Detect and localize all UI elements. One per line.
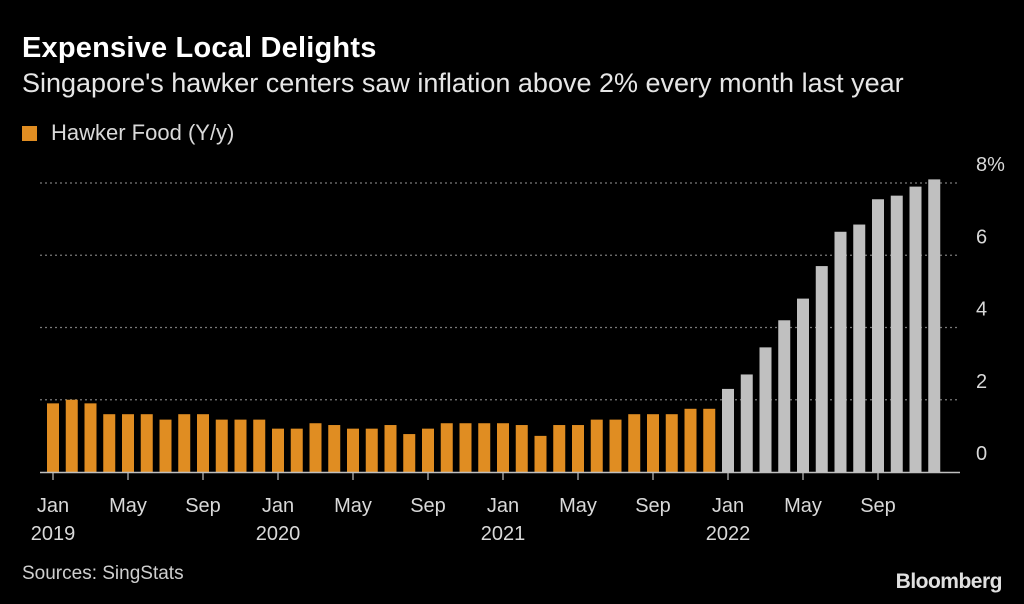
x-tick-label: May	[784, 495, 822, 517]
x-tick-label: Jan	[37, 495, 69, 517]
source-note: Sources: SingStats	[22, 563, 184, 584]
legend-swatch	[22, 125, 37, 141]
legend: Hawker Food (Y/y)	[22, 120, 234, 146]
bar	[609, 419, 622, 472]
bar	[759, 347, 772, 472]
x-tick-year-label: 2021	[481, 523, 526, 545]
bar	[459, 423, 472, 472]
bar	[84, 403, 97, 472]
bar	[159, 419, 172, 472]
bar	[309, 423, 322, 472]
bar	[797, 298, 809, 472]
bar	[440, 423, 453, 472]
legend-label: Hawker Food (Y/y)	[51, 120, 235, 145]
x-tick-year-label: 2022	[706, 523, 751, 545]
bar	[890, 195, 903, 473]
bar	[928, 179, 941, 472]
bar	[403, 434, 416, 472]
bar	[197, 414, 209, 472]
bar	[628, 414, 641, 472]
x-tick-label: Sep	[635, 495, 671, 517]
bar	[647, 414, 659, 472]
bar	[478, 423, 491, 472]
bar	[384, 425, 397, 472]
x-tick-label: May	[559, 495, 597, 517]
y-tick-label: 0	[976, 443, 987, 465]
chart-title: Expensive Local Delights	[22, 32, 377, 64]
bar	[703, 408, 716, 472]
bar	[65, 399, 78, 472]
bar	[740, 374, 753, 472]
bar	[722, 388, 734, 472]
bar	[103, 414, 116, 472]
bar	[684, 408, 697, 472]
x-tick-label: Jan	[487, 495, 519, 517]
bar	[853, 224, 866, 472]
bar	[47, 403, 59, 472]
bar	[872, 199, 884, 472]
bar	[497, 423, 509, 472]
bar	[140, 414, 153, 472]
bar	[909, 186, 922, 473]
bar	[553, 425, 566, 472]
bar	[365, 428, 378, 472]
bar	[834, 231, 847, 472]
bar	[572, 425, 584, 472]
chart-subtitle: Singapore's hawker centers saw inflation…	[22, 68, 904, 98]
y-tick-label: 4	[976, 299, 987, 321]
bar	[122, 414, 134, 472]
bar	[665, 414, 678, 472]
y-tick-label: 8%	[976, 154, 1005, 176]
x-tick-label: May	[109, 495, 147, 517]
x-tick-year-label: 2020	[256, 523, 301, 545]
x-tick-label: Sep	[860, 495, 896, 517]
bar	[590, 419, 603, 472]
x-tick-year-label: 2019	[31, 523, 76, 545]
x-tick-label: Jan	[712, 495, 744, 517]
bar	[815, 266, 828, 472]
y-tick-label: 2	[976, 371, 987, 393]
bar	[422, 428, 434, 472]
bar	[253, 419, 266, 472]
x-tick-label: Jan	[262, 495, 294, 517]
bar	[215, 419, 228, 472]
x-tick-label: Sep	[410, 495, 446, 517]
bar	[178, 414, 191, 472]
bloomberg-logo: Bloomberg	[895, 570, 1003, 593]
bar	[290, 428, 303, 472]
y-tick-label: 6	[976, 226, 987, 248]
bar	[534, 435, 547, 472]
bar	[515, 425, 528, 472]
bar	[328, 425, 341, 472]
x-tick-label: Sep	[185, 495, 221, 517]
x-tick-label: May	[334, 495, 372, 517]
bar	[347, 428, 359, 472]
bar	[234, 419, 247, 472]
bar	[272, 428, 284, 472]
bar	[778, 320, 791, 472]
